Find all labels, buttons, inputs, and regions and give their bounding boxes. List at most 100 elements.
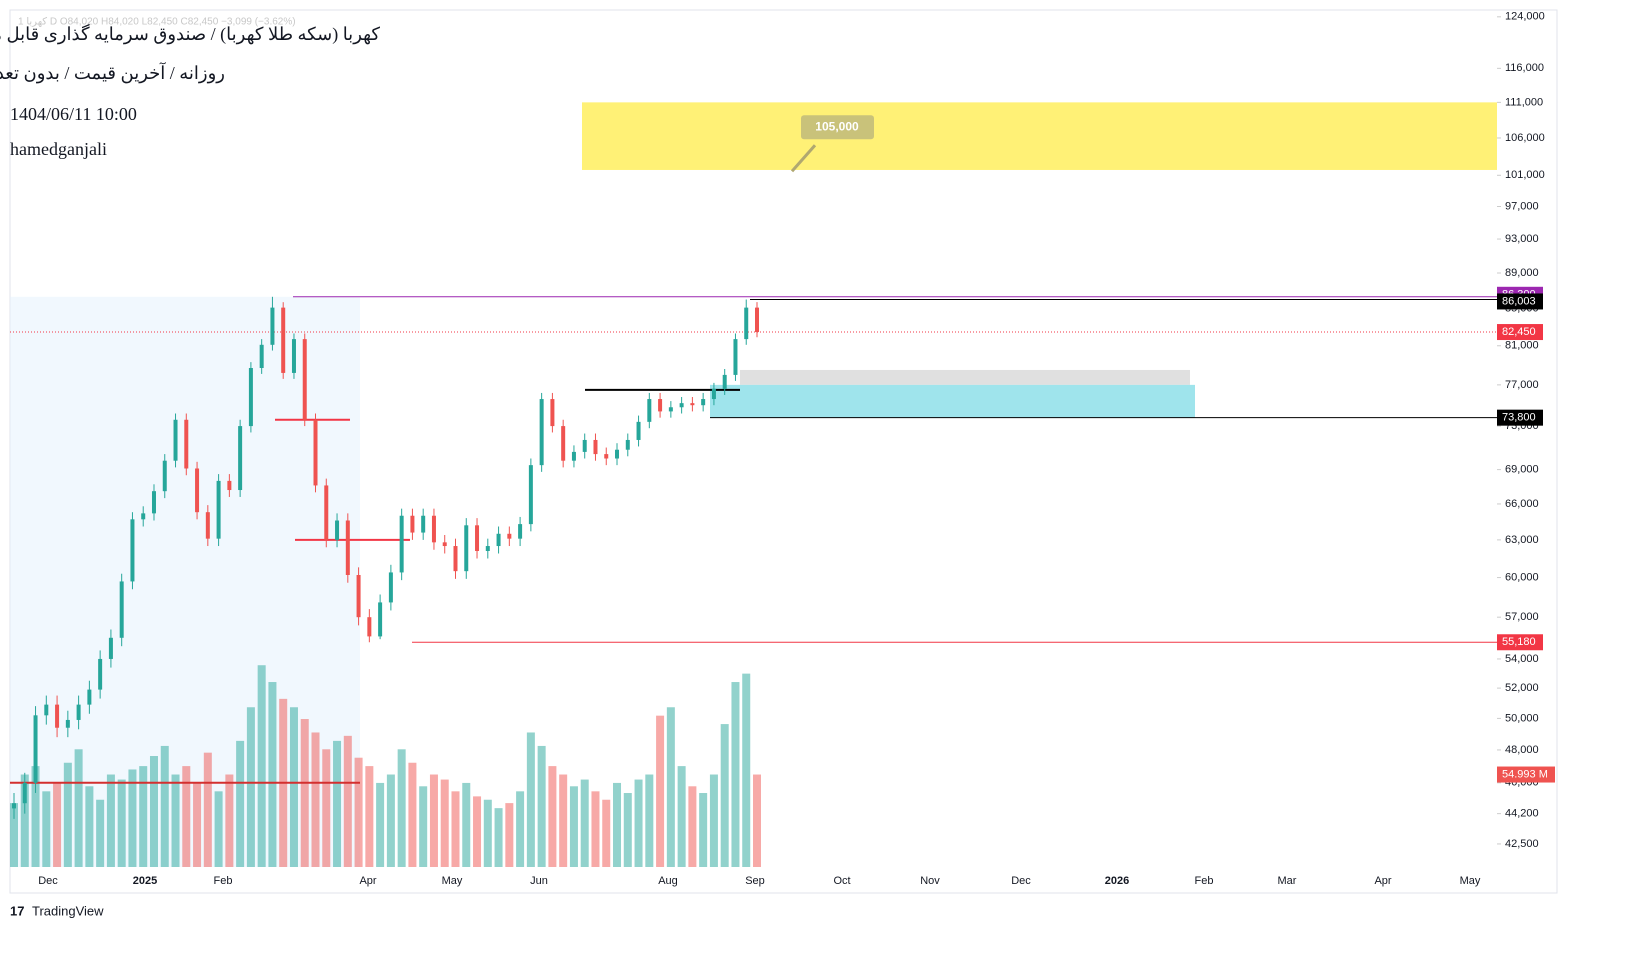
y-tick-label: 101,000 [1505,169,1545,181]
y-tick-label: 93,000 [1505,233,1539,245]
x-tick-label: Feb [1195,875,1214,887]
volume-bar [645,774,654,867]
volume-bar [753,774,761,867]
x-tick-label: 2026 [1105,875,1129,887]
volume-bar [63,762,72,867]
volume-bar [42,791,51,867]
volume-bar [516,791,525,867]
annotation-box [801,115,874,140]
volume-bar [85,786,94,867]
candle-body [151,491,156,514]
volume-bar [559,774,568,867]
volume-bar [236,740,245,867]
volume-bar [537,745,546,867]
volume-bar [720,724,729,867]
zone [582,102,1497,170]
x-tick-label: May [1460,875,1481,887]
ohlc-line: 1 کهربا D O84,020 H84,020 L82,450 C82,45… [18,17,296,28]
candle-body [668,407,673,412]
volume-bar [171,774,180,867]
volume-bar [580,779,589,867]
candle-body [12,803,16,809]
volume-bar [386,774,395,867]
candle-body [378,602,383,637]
volume-bar [53,782,62,867]
volume-bar [440,779,449,867]
zone [740,369,1190,385]
x-tick-label: Dec [1011,875,1031,887]
volume-bar [623,793,632,867]
volume-bar [548,766,557,867]
candle-body [173,419,178,461]
x-tick-label: May [442,875,463,887]
volume-bar [74,749,83,867]
author: hamedganjali [10,139,107,159]
volume-bar [268,682,277,867]
volume-bar [666,707,675,867]
annotation-label: 105,000 [815,119,859,133]
volume-bar [311,732,320,867]
y-tick-label: 69,000 [1505,464,1539,476]
candle-body [108,637,113,659]
volume-bar [473,796,482,867]
candle-body [561,426,566,461]
volume-bar [117,779,126,867]
x-tick-label: Sep [745,875,765,887]
volume-bar [526,732,535,867]
volume-bar [149,756,158,867]
volume-bar [203,752,212,867]
candle-body [367,617,372,637]
candle-body [615,449,620,459]
volume-bar [462,782,471,867]
candle-body [647,399,652,422]
volume-bar [613,782,622,867]
candle-body [453,546,458,572]
candle-body [130,519,135,582]
brand-logo: 17 [10,903,24,918]
price-label: 55,180 [1502,636,1536,648]
volume-bar [343,735,352,867]
price-label: 82,450 [1502,326,1536,338]
candle-body [711,388,716,400]
x-tick-label: Aug [658,875,678,887]
volume-bar [591,791,600,867]
volume-bar [699,793,708,867]
candle-body [44,704,49,716]
volume-bar [214,791,223,867]
y-tick-label: 42,500 [1505,838,1539,850]
candle-body [399,515,404,573]
subtitle: روزانه / آخرین قیمت / بدون تعدیل [0,62,225,84]
x-tick-label: Oct [833,875,850,887]
candle-body [65,719,70,728]
title: کهربا (سکه طلا کهربا) / صندوق سرمایه گذا… [0,23,380,45]
volume-bar [397,749,406,867]
x-tick-label: Dec [38,875,58,887]
candle-body [744,307,749,340]
y-tick-label: 60,000 [1505,571,1539,583]
y-tick-label: 66,000 [1505,498,1539,510]
volume-bar [408,762,417,867]
volume-bar [333,740,342,867]
volume-bar [96,799,105,867]
y-tick-label: 111,000 [1505,96,1543,108]
candle-body [345,520,350,575]
volume-bar [139,766,148,867]
x-tick-label: Apr [1374,875,1391,887]
annotation-pointer [790,144,817,173]
y-tick-label: 116,000 [1505,62,1544,74]
x-tick-label: Jun [530,875,548,887]
candle-body [216,480,221,539]
candle-body [464,525,469,572]
brand: TradingView [32,903,104,918]
candle-body [141,513,146,520]
volume-bar [494,808,503,867]
volume-bar [429,774,438,867]
candle-body [722,374,727,389]
candle-body [195,468,200,513]
candle-body [507,533,512,539]
volume-bar [419,786,428,867]
candle-body [270,307,275,345]
volume-label-box [1497,766,1555,783]
volume-bar [688,786,697,867]
volume-bar [289,707,298,867]
